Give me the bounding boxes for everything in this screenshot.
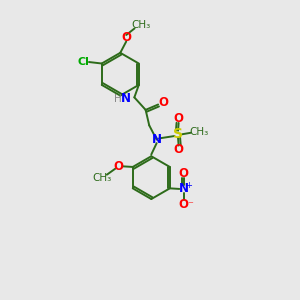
Text: O: O [179,167,189,180]
Text: Cl: Cl [78,57,90,67]
Text: CH₃: CH₃ [92,173,111,183]
Text: S: S [173,127,183,141]
Text: O: O [158,96,168,109]
Text: O: O [179,198,189,211]
Text: N: N [152,133,162,146]
Text: CH₃: CH₃ [189,127,208,137]
Text: +: + [185,181,192,190]
Text: N: N [121,92,131,105]
Text: O: O [174,112,184,125]
Text: O: O [174,143,184,156]
Text: H: H [114,94,122,104]
Text: N: N [179,182,189,195]
Text: CH₃: CH₃ [131,20,151,30]
Text: O: O [114,160,124,173]
Text: ⁻: ⁻ [188,201,193,211]
Text: O: O [121,31,131,44]
